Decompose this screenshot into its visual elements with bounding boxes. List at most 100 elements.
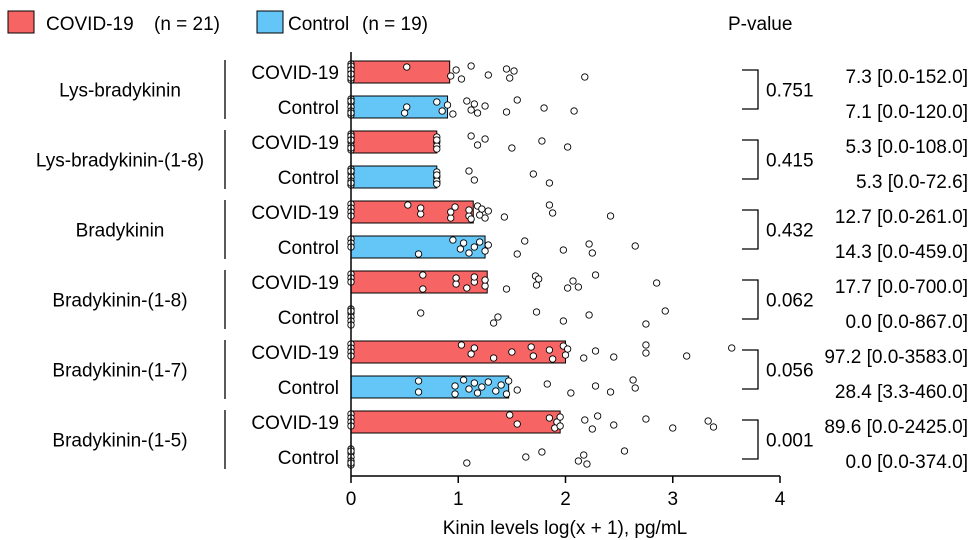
data-point	[433, 136, 441, 144]
p-value: 0.062	[766, 291, 814, 312]
data-point	[489, 319, 498, 327]
data-point	[588, 425, 596, 433]
data-point	[465, 385, 473, 393]
x-tick-label: 3	[667, 489, 678, 510]
data-point	[631, 384, 639, 392]
data-point	[403, 103, 411, 111]
data-point	[470, 379, 478, 387]
median-range-label: 0.0 [0.0-867.0]	[845, 312, 968, 333]
data-point	[452, 280, 460, 288]
data-point	[470, 176, 478, 184]
data-point	[438, 107, 446, 115]
data-point	[403, 63, 411, 71]
data-point	[631, 242, 639, 250]
median-range-label: 5.3 [0.0-108.0]	[845, 137, 968, 158]
data-point	[465, 249, 473, 257]
data-point	[642, 349, 650, 357]
data-point	[569, 277, 577, 285]
group-label: Lys-bradykinin-(1-8)	[36, 151, 204, 172]
data-point	[545, 414, 554, 422]
data-point	[581, 416, 589, 424]
group-label: Bradykinin-(1-7)	[52, 361, 187, 382]
data-point	[481, 135, 489, 143]
data-point	[476, 238, 484, 246]
p-value: 0.415	[766, 151, 814, 172]
data-point	[492, 387, 500, 395]
data-point	[545, 346, 554, 354]
data-point	[610, 421, 618, 429]
data-point	[502, 65, 511, 73]
group-label: Bradykinin-(1-8)	[52, 291, 187, 312]
data-point	[478, 205, 486, 213]
data-point	[556, 413, 564, 421]
data-point	[574, 457, 583, 465]
data-point	[473, 141, 482, 149]
data-point	[563, 345, 572, 353]
row-label: Control	[278, 168, 339, 189]
pvalue-header: P-value	[728, 14, 792, 35]
data-point	[433, 98, 441, 106]
data-point	[467, 62, 475, 70]
data-point	[502, 390, 511, 398]
data-point	[543, 380, 551, 388]
bar	[350, 95, 449, 119]
data-point	[451, 390, 459, 398]
data-point	[567, 389, 575, 397]
data-point	[470, 344, 478, 352]
data-point	[494, 313, 502, 321]
data-point	[463, 97, 471, 105]
data-point	[559, 246, 568, 254]
data-point	[540, 104, 548, 112]
x-tick-label: 2	[560, 489, 571, 510]
data-point	[538, 448, 546, 456]
data-point	[532, 308, 541, 316]
data-point	[447, 214, 455, 222]
legend-label-control: Control	[288, 14, 349, 35]
data-point	[563, 284, 572, 292]
data-point	[585, 311, 593, 319]
data-point	[570, 107, 578, 115]
data-point	[508, 348, 516, 356]
data-point	[513, 250, 521, 258]
data-point	[451, 382, 459, 390]
data-point	[473, 109, 482, 117]
data-point	[506, 411, 514, 419]
data-point	[417, 309, 425, 317]
data-point	[709, 423, 718, 431]
legend-swatch-covid	[7, 10, 35, 34]
data-point	[481, 247, 489, 255]
median-range-label: 17.7 [0.0-700.0]	[835, 277, 968, 298]
data-point	[433, 171, 441, 179]
data-point	[513, 96, 521, 104]
data-point	[484, 207, 492, 215]
data-point	[457, 341, 466, 349]
pvalue-bracket	[742, 209, 759, 250]
group-5: Bradykinin-(1-5) COVID-19 89.6 [0.0-2425.0…	[52, 410, 968, 473]
x-tick-label: 0	[346, 489, 357, 510]
data-point	[463, 459, 471, 467]
median-range-label: 7.1 [0.0-120.0]	[845, 102, 968, 123]
median-range-label: 14.3 [0.0-459.0]	[835, 242, 968, 263]
data-point	[545, 201, 554, 209]
data-point	[470, 100, 478, 108]
group-label: Bradykinin	[76, 221, 165, 242]
data-point	[661, 307, 669, 315]
data-point	[594, 412, 602, 420]
legend: COVID-19 (n = 21) Control (n = 19)	[7, 10, 428, 35]
data-point	[669, 424, 677, 432]
data-point	[532, 281, 541, 289]
data-point	[527, 343, 535, 351]
data-point	[400, 109, 409, 117]
data-point	[620, 447, 629, 455]
data-point	[505, 377, 513, 385]
median-range-label: 0.0 [0.0-374.0]	[845, 452, 968, 473]
group-2: Bradykinin COVID-19 12.7 [0.0-261.0] Contro…	[76, 200, 968, 263]
row-label: Control	[278, 308, 339, 329]
data-point	[606, 212, 615, 220]
row-label: COVID-19	[251, 133, 339, 154]
group-1: Lys-bradykinin-(1-8) COVID-19 5.3 [0.0-108…	[36, 130, 968, 193]
row-label: Control	[278, 448, 339, 469]
data-point	[580, 354, 588, 362]
data-point	[467, 350, 475, 358]
